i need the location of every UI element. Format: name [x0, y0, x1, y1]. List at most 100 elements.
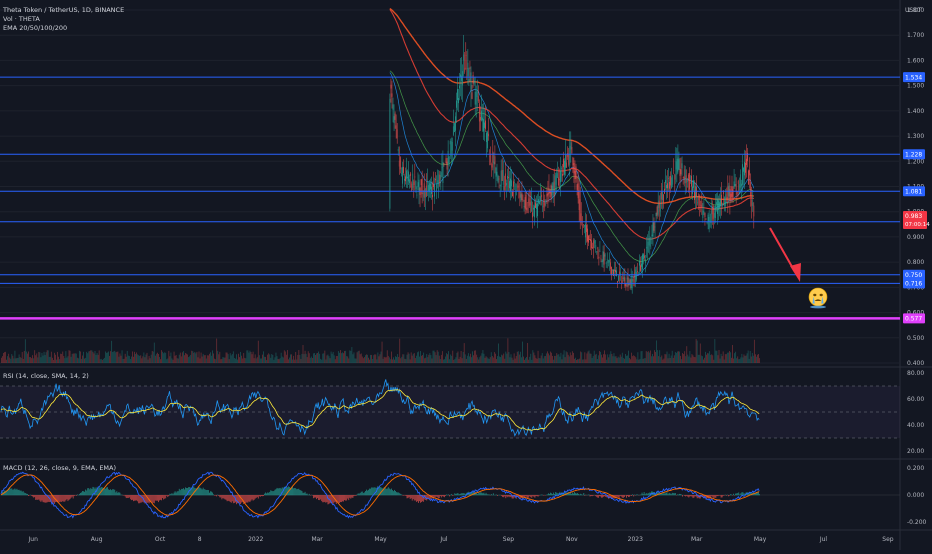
macd-histogram-bar: [30, 495, 31, 496]
macd-histogram-bar: [377, 486, 378, 495]
macd-histogram-bar: [181, 489, 182, 495]
volume-bar: [273, 360, 274, 363]
macd-histogram-bar: [620, 495, 621, 496]
macd-histogram-bar: [161, 495, 162, 500]
macd-histogram-bar: [137, 495, 138, 501]
candle-body: [643, 254, 644, 259]
volume-bar: [474, 351, 475, 363]
macd-histogram-bar: [744, 493, 745, 495]
volume-bar: [13, 358, 14, 363]
volume-bar: [280, 358, 281, 363]
macd-histogram-bar: [231, 495, 232, 503]
macd-histogram-bar: [597, 495, 598, 498]
volume-bar: [756, 357, 757, 363]
volume-bar: [608, 357, 609, 363]
candle-body: [567, 153, 568, 157]
volume-bar: [705, 352, 706, 363]
candle-body: [536, 204, 537, 209]
volume-bar: [623, 358, 624, 363]
macd-histogram-bar: [199, 487, 200, 495]
volume-bar: [70, 351, 71, 363]
macd-histogram-bar: [337, 495, 338, 502]
macd-histogram-bar: [604, 495, 605, 496]
volume-bar: [745, 356, 746, 363]
candle-body: [500, 185, 501, 186]
macd-histogram-bar: [624, 495, 625, 497]
volume-bar: [182, 352, 183, 363]
volume-bar: [121, 356, 122, 363]
volume-bar: [409, 354, 410, 363]
volume-bar: [521, 357, 522, 363]
candle-body: [449, 157, 450, 163]
volume-bar: [446, 353, 447, 363]
macd-histogram-bar: [507, 495, 508, 497]
macd-histogram-bar: [537, 495, 538, 496]
macd-histogram-bar: [603, 495, 604, 497]
candle-body: [748, 171, 749, 185]
symbol-title[interactable]: Theta Token / TetherUS, 1D, BINANCE: [3, 6, 124, 15]
candle-body: [465, 55, 466, 56]
volume-bar: [276, 353, 277, 363]
volume-bar: [287, 350, 288, 363]
candle-body: [645, 259, 646, 263]
macd-histogram-bar: [108, 489, 109, 495]
candle-body: [752, 203, 753, 207]
volume-bar: [445, 356, 446, 363]
volume-bar: [682, 353, 683, 363]
volume-bar: [415, 358, 416, 363]
candle-body: [540, 196, 541, 201]
candle-body: [395, 114, 396, 120]
candle-body: [508, 177, 509, 178]
macd-histogram-bar: [69, 495, 70, 500]
macd-histogram-bar: [361, 492, 362, 496]
volume-bar: [140, 355, 141, 363]
candle-body: [414, 176, 415, 177]
volume-bar: [440, 359, 441, 363]
volume-bar: [719, 350, 720, 363]
candle-body: [690, 183, 691, 184]
macd-histogram-bar: [343, 495, 344, 502]
macd-histogram-bar: [325, 495, 326, 503]
volume-bar: [511, 354, 512, 363]
candle-body: [495, 156, 496, 164]
grid: [0, 10, 900, 363]
macd-histogram-bar: [416, 495, 417, 502]
macd-histogram-bar: [39, 495, 40, 501]
candle-body: [595, 245, 596, 250]
volume-bar: [365, 355, 366, 363]
candle-body: [393, 104, 394, 109]
macd-histogram-bar: [322, 495, 323, 502]
candle-body: [440, 172, 441, 179]
rsi-legend[interactable]: RSI (14, close, SMA, 14, 2): [3, 372, 89, 381]
volume-bar: [126, 357, 127, 363]
macd-histogram-bar: [175, 491, 176, 495]
volume-bar: [332, 354, 333, 363]
macd-histogram-bar: [232, 495, 233, 501]
candle-body: [422, 179, 423, 194]
volume-bar: [680, 356, 681, 363]
volume-bar: [591, 354, 592, 363]
volume-bar: [97, 353, 98, 363]
volume-bar: [619, 357, 620, 363]
volume-bar: [357, 352, 358, 363]
macd-histogram-bar: [350, 495, 351, 499]
macd-histogram-bar: [501, 495, 502, 496]
volume-bar: [447, 354, 448, 363]
ema-legend[interactable]: EMA 20/50/100/200: [3, 24, 124, 33]
volume-bar: [535, 355, 536, 363]
volume-bar: [455, 357, 456, 363]
volume-bar: [599, 351, 600, 363]
volume-legend[interactable]: Vol · THETA: [3, 15, 124, 24]
macd-histogram-bar: [370, 489, 371, 496]
macd-histogram-bar: [635, 495, 636, 496]
macd-histogram-bar: [126, 495, 127, 498]
macd-tick: 0.200: [907, 465, 924, 472]
volume-bar: [314, 353, 315, 363]
volume-bar: [197, 352, 198, 363]
volume-bar: [728, 353, 729, 363]
volume-bar: [37, 357, 38, 363]
macd-legend[interactable]: MACD (12, 26, close, 9, EMA, EMA): [3, 464, 116, 473]
